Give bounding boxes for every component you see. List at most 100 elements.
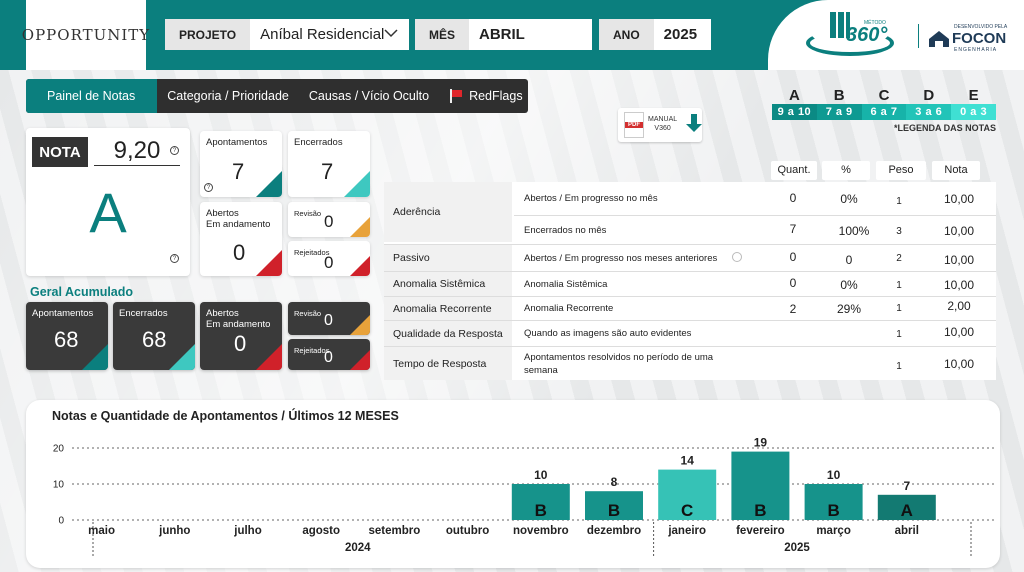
card-value: 7 xyxy=(321,159,334,184)
mes-filter[interactable]: MÊS ABRIL xyxy=(415,19,592,50)
row-peso: 1 xyxy=(896,361,902,372)
legend-range: 0 a 3 xyxy=(951,104,996,120)
card-accent xyxy=(169,344,195,370)
table-row: Passivo Abertos / Em progresso nos meses… xyxy=(384,245,996,271)
card-value: 0 xyxy=(233,240,246,265)
card-label-line1: Abertos xyxy=(206,308,239,319)
legend-note: *LEGENDA DAS NOTAS xyxy=(893,123,996,133)
geral-apontamentos-card: Apontamentos 68 xyxy=(26,302,108,370)
x-tick-label: setembro xyxy=(369,525,421,537)
bar-grade-label: B xyxy=(608,501,620,520)
legend-range: 9 a 10 xyxy=(772,104,817,120)
metodo-label: MÉTODO xyxy=(864,20,886,26)
tab-categoria-prioridade[interactable]: Categoria / Prioridade xyxy=(157,79,299,113)
card-value: 0 xyxy=(324,253,334,272)
manual-v360-button[interactable]: MANUAL V360 xyxy=(618,108,702,142)
ano-filter[interactable]: ANO 2025 xyxy=(599,19,711,50)
card-label: Revisão xyxy=(294,309,322,318)
bar-grade-label: B xyxy=(827,501,839,520)
chevron-down-icon[interactable] xyxy=(383,25,399,44)
row-nota: 10,00 xyxy=(943,325,975,339)
focon-sub: ENGENHARIA xyxy=(954,47,998,53)
x-tick-label: abril xyxy=(895,525,919,537)
card-accent xyxy=(344,171,370,197)
projeto-filter[interactable]: PROJETO Aníbal Residencial xyxy=(165,19,409,50)
legend-range: 3 a 6 xyxy=(906,104,952,120)
metodo-360-logo: MÉTODO 360° xyxy=(806,10,896,60)
x-tick-label: maio xyxy=(88,525,115,537)
row-divider xyxy=(384,271,996,272)
tab-redflags[interactable]: RedFlags xyxy=(439,79,533,113)
row-pct: 29% xyxy=(836,302,862,316)
bar xyxy=(804,484,863,520)
bar-value-label: 10 xyxy=(534,468,548,482)
row-nota: 10,00 xyxy=(943,192,975,206)
card-label: Rejeitados xyxy=(294,248,330,257)
ano-label: ANO xyxy=(599,19,654,50)
x-tick-label: dezembro xyxy=(587,525,641,537)
header-bar: OPPORTUNITY PROJETO Aníbal Residencial M… xyxy=(0,0,1024,70)
orbit-icon xyxy=(806,30,894,56)
card-label: Apontamentos xyxy=(206,137,268,148)
opportunity-logo: OPPORTUNITY xyxy=(22,0,149,70)
grade-legend: A B C D E 9 a 10 7 a 9 6 a 7 3 a 6 0 a 3… xyxy=(772,87,996,133)
card-label-line2: Em andamento xyxy=(206,219,271,230)
geral-abertos-card: Abertos Em andamento 0 xyxy=(200,302,282,370)
info-icon[interactable]: ? xyxy=(170,146,179,155)
row-nota: 10,00 xyxy=(943,357,975,371)
info-icon[interactable]: ? xyxy=(204,183,213,192)
bar-grade-label: C xyxy=(681,501,693,520)
geral-acumulado-title: Geral Acumulado xyxy=(30,285,134,299)
legend-letter: E xyxy=(968,87,979,104)
legend-letter: A xyxy=(788,87,800,104)
row-quant: 7 xyxy=(789,222,797,236)
red-flag-icon xyxy=(449,89,463,103)
row-quant: 2 xyxy=(789,302,797,316)
bar-value-label: 10 xyxy=(827,468,841,482)
card-value: 68 xyxy=(54,327,79,352)
table-row: Encerrados no mês 7 100% 3 10,00 xyxy=(384,216,996,244)
tab-painel-de-notas[interactable]: Painel de Notas xyxy=(26,79,158,113)
bar-grade-label: B xyxy=(754,501,766,520)
row-peso: 1 xyxy=(896,329,902,340)
card-value: 0 xyxy=(324,212,334,231)
bar-grade-label: A xyxy=(901,501,913,520)
x-tick-label: agosto xyxy=(302,525,340,537)
bar xyxy=(511,484,570,520)
bar-value-label: 19 xyxy=(754,436,768,450)
row-peso: 2 xyxy=(896,253,902,264)
row-description: Apontamentos resolvidos no período de um… xyxy=(524,351,714,376)
col-header-peso: Peso xyxy=(876,161,926,180)
legend-range: 7 a 9 xyxy=(816,104,862,120)
tab-label: Causas / Vício Oculto xyxy=(308,89,430,103)
card-accent xyxy=(256,250,282,276)
card-accent xyxy=(82,344,108,370)
year-label: 2024 xyxy=(345,542,371,554)
card-accent xyxy=(256,344,282,370)
nota-value: 9,20 xyxy=(94,136,180,166)
y-tick-label: 10 xyxy=(53,480,65,491)
notas-table: Aderência Abertos / Em progresso no mês … xyxy=(384,182,996,380)
row-peso: 3 xyxy=(896,226,902,237)
card-accent xyxy=(350,315,370,335)
year-label: 2025 xyxy=(784,542,810,554)
card-accent xyxy=(350,217,370,237)
card-value: 0 xyxy=(234,331,247,356)
bar xyxy=(877,494,936,520)
info-icon[interactable] xyxy=(732,252,742,262)
legend-range: 6 a 7 xyxy=(861,104,907,120)
row-divider xyxy=(384,296,996,297)
table-row: Qualidade da Resposta Quando as imagens … xyxy=(384,321,996,346)
row-peso: 1 xyxy=(896,196,902,207)
x-tick-label: julho xyxy=(233,525,261,537)
card-label-line1: Abertos xyxy=(206,208,239,219)
table-row: Tempo de Resposta Apontamentos resolvido… xyxy=(384,347,996,380)
tab-causas-vicio-oculto[interactable]: Causas / Vício Oculto xyxy=(299,79,439,113)
legend-ranges: 9 a 10 7 a 9 6 a 7 3 a 6 0 a 3 xyxy=(772,104,996,120)
card-label-line2: Em andamento xyxy=(206,319,271,330)
info-icon[interactable]: ? xyxy=(170,254,179,263)
row-nota: 10,00 xyxy=(943,253,975,267)
col-header-pct: % xyxy=(822,161,870,180)
brand-area: MÉTODO 360° DESENVOLVIDO PELA FOCON ENGE… xyxy=(768,0,1024,70)
card-accent xyxy=(350,350,370,370)
